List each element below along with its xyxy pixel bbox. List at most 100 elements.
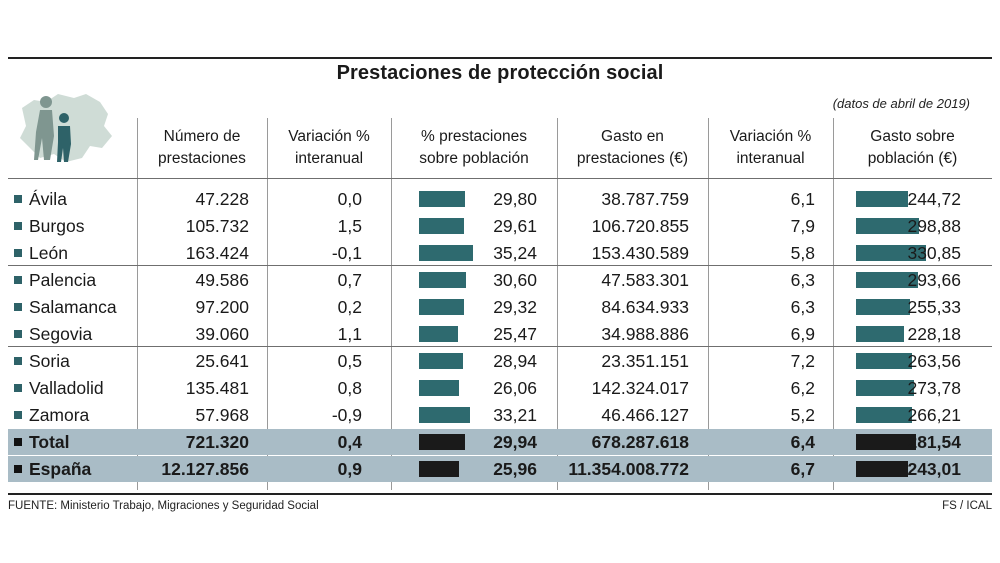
row-name: Valladolid [29,378,104,398]
pct-prestaciones-value: 33,21 [493,405,537,425]
pct-prestaciones-value: 29,94 [493,432,537,452]
bullet-square-icon [14,357,22,366]
variacion-gasto-value: 7,2 [790,351,815,371]
variacion-prestaciones-value: 1,5 [337,216,362,236]
numero-prestaciones-value: 57.968 [195,405,249,425]
variacion-gasto-value: 6,3 [790,270,815,290]
row-label: Valladolid [8,375,135,401]
row-label: Ávila [8,186,135,212]
row-label: Zamora [8,402,135,428]
table-row: Total 721.320 0,4 29,94 678.287.618 6,4 281,54 [8,429,992,455]
row-label: Salamanca [8,294,135,320]
gasto-poblacion-value: 298,88 [907,216,961,236]
column-header: Gasto en prestaciones (€) [576,128,689,167]
variacion-prestaciones-value: 1,1 [337,324,362,344]
pct-prestaciones-bar [419,407,470,423]
numero-prestaciones-value: 721.320 [185,432,249,452]
column-divider [833,118,834,490]
variacion-gasto-value: 6,3 [790,297,815,317]
header-rule [8,178,992,179]
gasto-poblacion-value: 281,54 [907,432,961,452]
table-row: Segovia 39.060 1,1 25,47 34.988.886 6,9 228,18 [8,321,992,347]
castilla-leon-map-icon [20,94,112,162]
pct-prestaciones-value: 25,47 [493,324,537,344]
gasto-poblacion-value: 266,21 [907,405,961,425]
pct-prestaciones-bar [419,218,464,234]
source-note: FUENTE: Ministerio Trabajo, Migraciones … [8,500,319,512]
gasto-prestaciones-value: 106.720.855 [591,216,689,236]
gasto-poblacion-bar [856,434,916,450]
bullet-square-icon [14,384,22,393]
table-row: León 163.424 -0,1 35,24 153.430.589 5,8 330,85 [8,240,992,266]
chart-subtitle: (datos de abril de 2019) [832,96,970,111]
gasto-prestaciones-value: 11.354.008.772 [568,459,689,479]
gasto-poblacion-bar [856,245,926,261]
gasto-prestaciones-value: 678.287.618 [591,432,689,452]
numero-prestaciones-value: 163.424 [185,243,249,263]
gasto-poblacion-value: 330,85 [907,243,961,263]
variacion-prestaciones-value: -0,1 [331,243,362,263]
pct-prestaciones-value: 28,94 [493,351,537,371]
numero-prestaciones-value: 49.586 [195,270,249,290]
row-label: Total [8,429,135,455]
variacion-prestaciones-value: 0,0 [337,189,362,209]
pct-prestaciones-value: 30,60 [493,270,537,290]
row-name: León [29,243,68,263]
row-name: Salamanca [29,297,117,317]
bullet-square-icon [14,222,22,231]
row-name: Soria [29,351,70,371]
top-rule [8,57,992,59]
credit-text: FS / ICAL [942,500,992,512]
pct-prestaciones-value: 35,24 [493,243,537,263]
numero-prestaciones-value: 47.228 [195,189,249,209]
pct-prestaciones-value: 29,80 [493,189,537,209]
gasto-prestaciones-value: 84.634.933 [601,297,689,317]
row-name: Ávila [29,189,67,209]
numero-prestaciones-value: 105.732 [185,216,249,236]
variacion-prestaciones-value: -0,9 [331,405,362,425]
row-name: España [29,459,92,479]
gasto-prestaciones-value: 46.466.127 [601,405,689,425]
bullet-square-icon [14,330,22,339]
row-label: Segovia [8,321,135,347]
row-name: Burgos [29,216,85,236]
chart-title: Prestaciones de protección social [336,62,664,84]
column-header: Variación % interanual [729,128,812,167]
row-name: Zamora [29,405,90,425]
gasto-poblacion-bar [856,299,910,315]
row-label: Palencia [8,267,135,293]
gasto-poblacion-bar [856,218,919,234]
bullet-square-icon [14,249,22,258]
pct-prestaciones-value: 29,32 [493,297,537,317]
gasto-poblacion-bar [856,380,914,396]
column-divider [267,118,268,490]
variacion-prestaciones-value: 0,5 [337,351,362,371]
pct-prestaciones-bar [419,245,473,261]
row-label: España [8,456,135,482]
gasto-poblacion-value: 293,66 [907,270,961,290]
pct-prestaciones-value: 26,06 [493,378,537,398]
row-name: Total [29,432,70,452]
elderly-figures-icon [34,96,71,162]
row-label: Soria [8,348,135,374]
column-header: % prestaciones sobre población [419,128,529,167]
gasto-poblacion-bar [856,191,908,207]
table-row: Burgos 105.732 1,5 29,61 106.720.855 7,9 298,8… [8,213,992,239]
bullet-square-icon [14,465,22,474]
table-row: España 12.127.856 0,9 25,96 11.354.008.772 6,… [8,456,992,482]
pct-prestaciones-bar [419,299,464,315]
credit: FS / ICAL [942,500,992,512]
column-header: Gasto sobre población (€) [867,128,958,167]
gasto-poblacion-bar [856,407,912,423]
gasto-poblacion-value: 244,72 [907,189,961,209]
variacion-gasto-value: 5,2 [790,405,815,425]
variacion-gasto-value: 6,9 [790,324,815,344]
gasto-poblacion-value: 243,01 [907,459,961,479]
gasto-prestaciones-value: 142.324.017 [591,378,689,398]
gasto-poblacion-bar [856,353,912,369]
table-row: Zamora 57.968 -0,9 33,21 46.466.127 5,2 266,21 [8,402,992,428]
numero-prestaciones-value: 39.060 [195,324,249,344]
column-divider [557,118,558,490]
pct-prestaciones-bar [419,191,465,207]
variacion-prestaciones-value: 0,4 [337,432,362,452]
